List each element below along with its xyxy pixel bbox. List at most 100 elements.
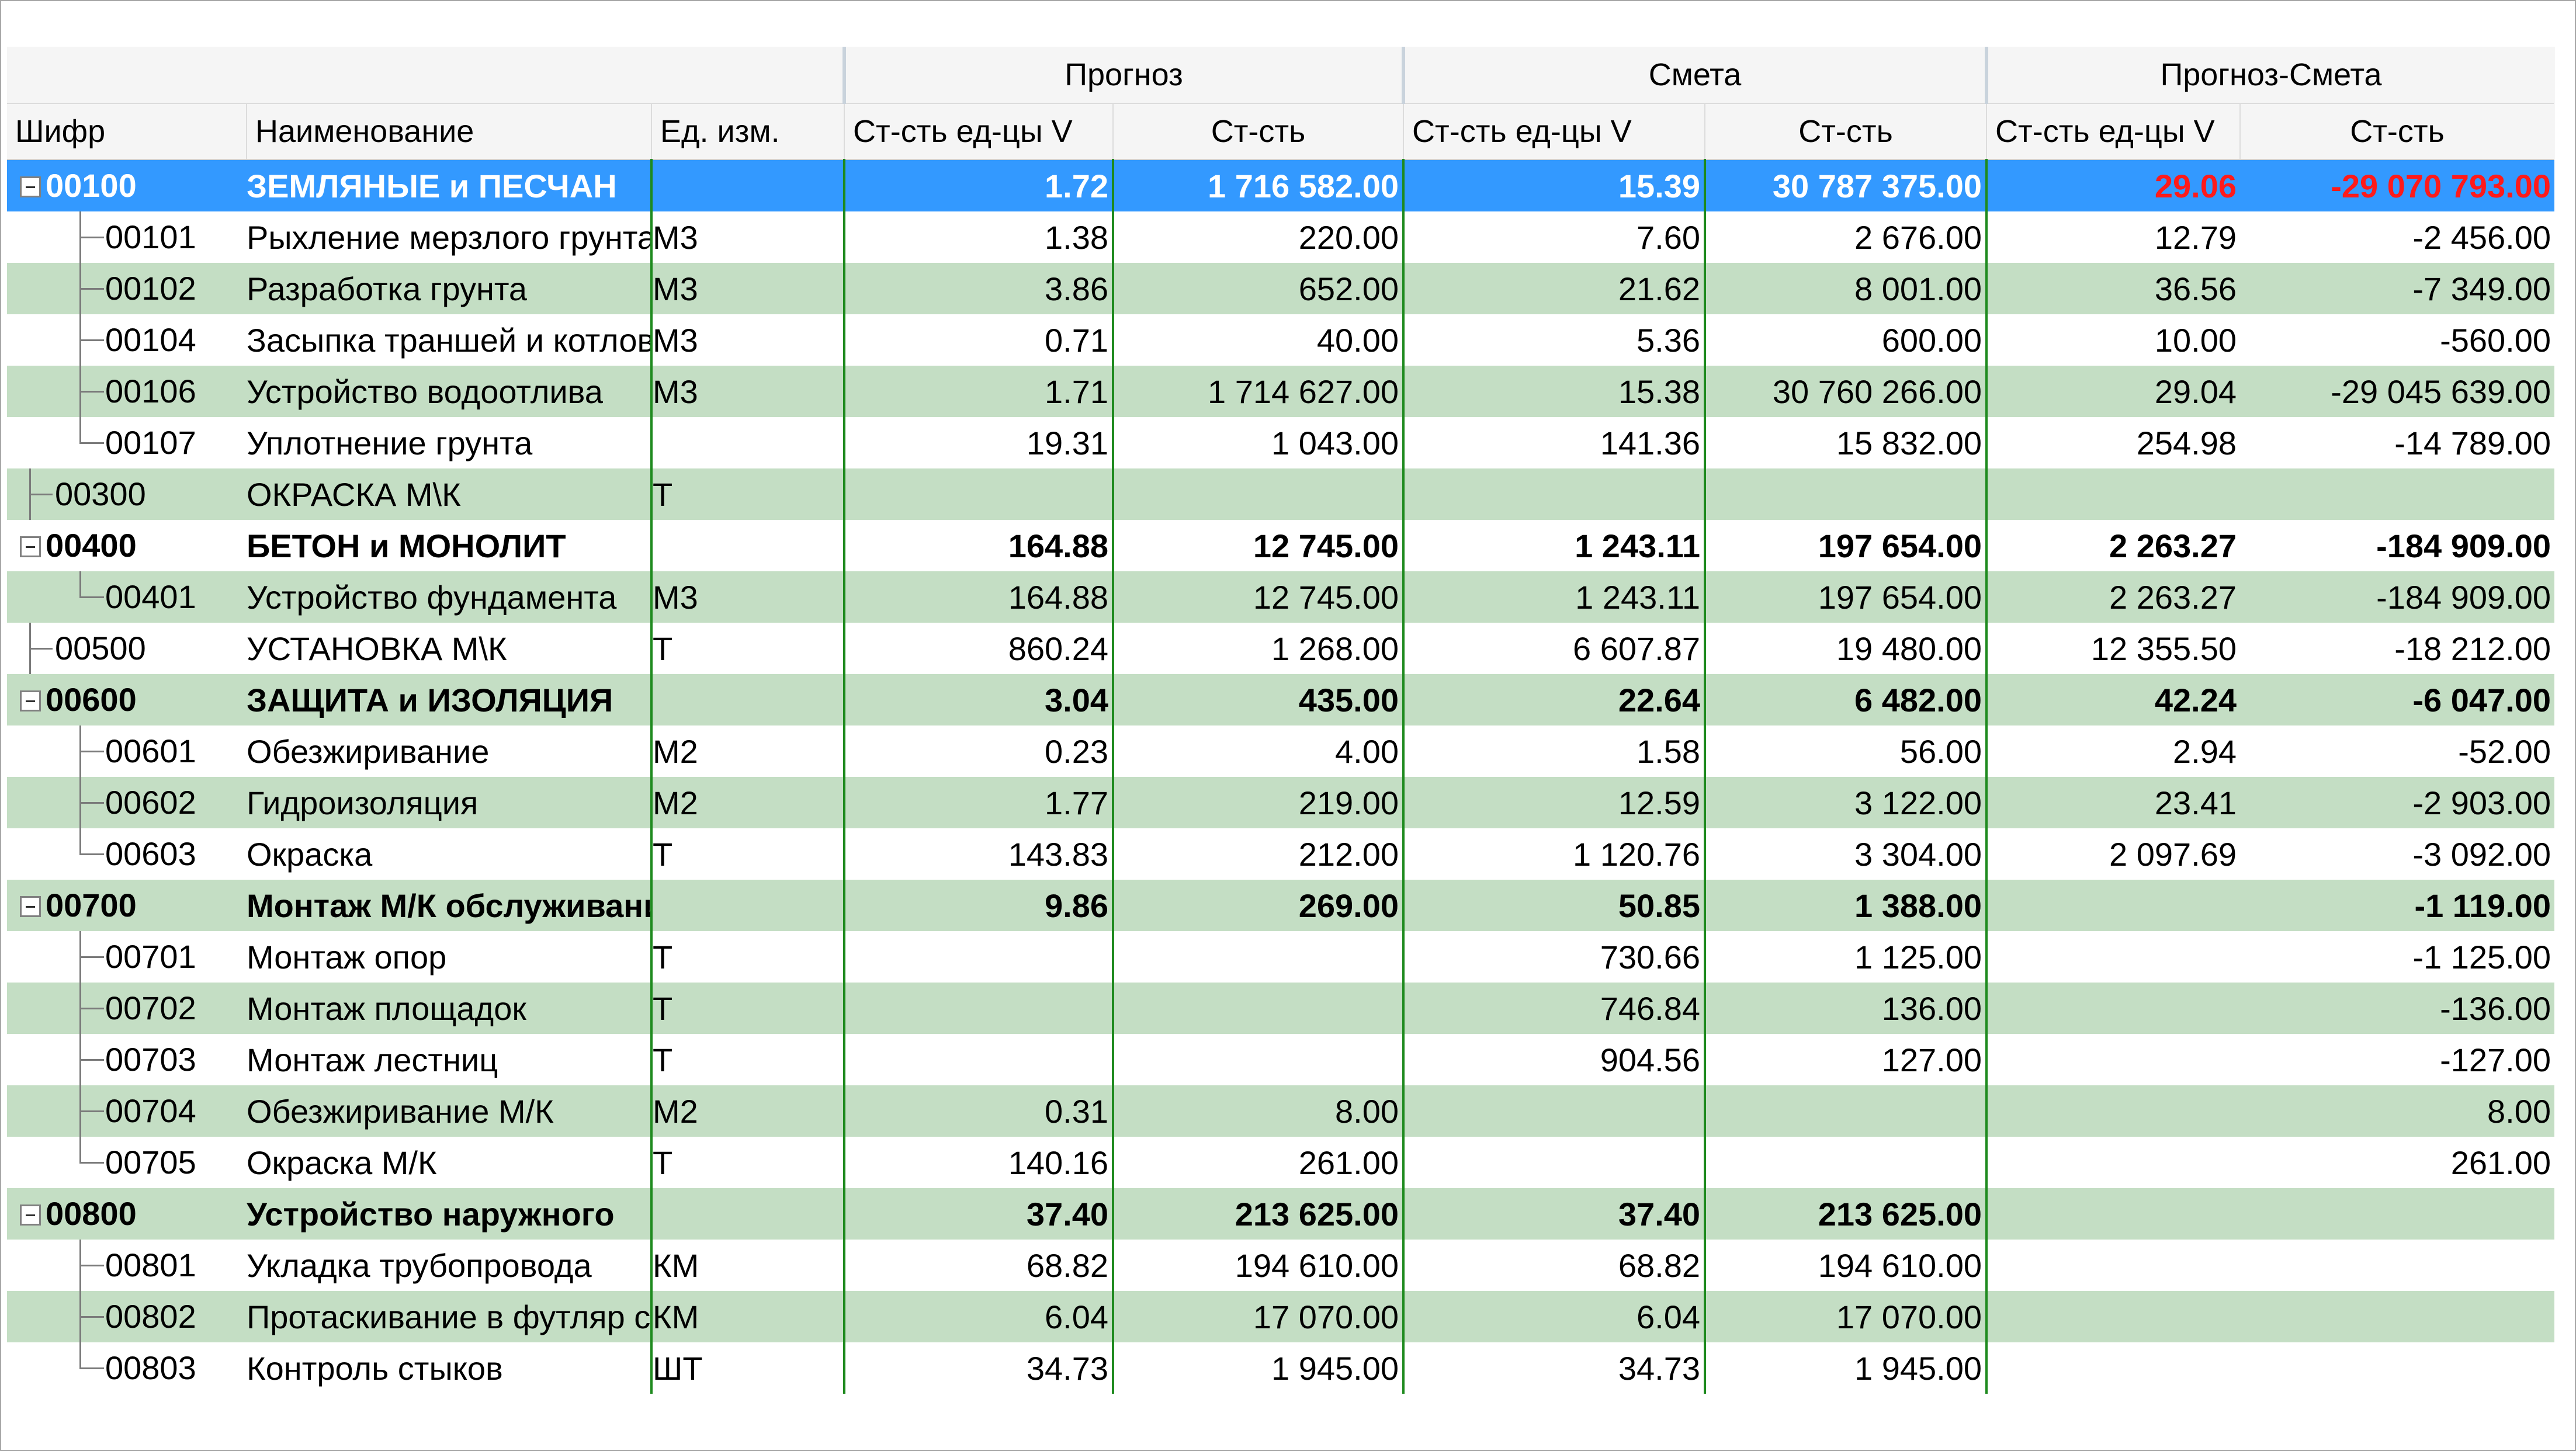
diff-cost-cell[interactable]: -136.00 [2240, 983, 2554, 1034]
unit-cell[interactable] [650, 1188, 845, 1240]
diff-cost-cell[interactable]: -127.00 [2440, 1041, 2551, 1078]
unit-cell[interactable]: М3 [650, 263, 845, 314]
name-cell[interactable]: Разработка грунта [247, 263, 651, 314]
name-cell[interactable]: Монтаж площадок [247, 983, 651, 1034]
collapse-icon[interactable] [20, 690, 41, 711]
forecast-unit-cost-cell[interactable]: 1.38 [844, 211, 1114, 263]
diff-cost-cell[interactable]: -184 909.00 [2376, 527, 2551, 564]
estimate-cost-cell[interactable]: 6 482.00 [1705, 674, 1988, 726]
estimate-unit-cost-cell[interactable]: 22.64 [1403, 674, 1706, 726]
code-cell[interactable]: 00701 [7, 931, 247, 983]
estimate-unit-cost-cell[interactable]: 1 243.11 [1403, 571, 1706, 623]
code-cell[interactable]: 00803 [7, 1342, 247, 1394]
unit-cell[interactable]: М3 [650, 211, 845, 263]
name-cell[interactable]: Протаскивание в футляр скважины [247, 1291, 651, 1342]
diff-cost-cell[interactable]: -29 070 793.00 [2240, 159, 2554, 211]
code-cell[interactable]: 00106 [7, 366, 247, 417]
table-row[interactable]: 00500 УСТАНОВКА М\К Т 860.24 1 268.00 6 607.8… [7, 623, 2554, 674]
name-cell[interactable]: Рыхление мерзлого грунта [247, 211, 651, 263]
code-cell[interactable]: 00500 [7, 623, 247, 674]
code-cell[interactable]: 00600 [7, 674, 247, 726]
name-cell[interactable]: Гидроизоляция [247, 777, 651, 828]
code-cell[interactable]: 00704 [7, 1085, 247, 1137]
estimate-cost-cell[interactable]: 30 787 375.00 [1705, 159, 1988, 211]
code-cell[interactable]: 00702 [7, 983, 247, 1034]
unit-cell[interactable] [650, 417, 845, 468]
diff-cost-cell[interactable]: -2 456.00 [2412, 218, 2551, 256]
table-row[interactable]: 00400 БЕТОН и МОНОЛИТ 164.88 12 745.00 1 243… [7, 520, 2554, 571]
forecast-cost-cell[interactable]: 12 745.00 [1113, 571, 1405, 623]
forecast-unit-cost-cell[interactable]: 34.73 [844, 1342, 1114, 1394]
estimate-unit-cost-cell[interactable]: 1 120.76 [1403, 828, 1706, 880]
estimate-tree-grid[interactable]: Прогноз Смета Прогноз-Смета Шифр Наимено… [7, 47, 2554, 1396]
estimate-unit-cost-cell[interactable]: 6.04 [1403, 1291, 1706, 1342]
unit-cell[interactable] [650, 520, 845, 571]
estimate-unit-cost-cell[interactable]: 141.36 [1403, 417, 1706, 468]
forecast-cost-cell[interactable] [1113, 468, 1405, 520]
name-cell[interactable]: Засыпка траншей и котлованов [247, 314, 651, 366]
table-row[interactable]: 00601 Обезжиривание М2 0.23 4.00 1.58 56.00 2.9… [7, 726, 2554, 777]
col-header-diff-cost[interactable]: Ст-сть [2240, 103, 2554, 160]
col-header-code[interactable]: Шифр [7, 103, 247, 160]
unit-cell[interactable]: Т [650, 931, 845, 983]
forecast-cost-cell[interactable]: 194 610.00 [1113, 1240, 1405, 1291]
forecast-unit-cost-cell[interactable]: 1.72 [844, 159, 1114, 211]
code-cell[interactable]: 00100 [7, 159, 247, 211]
col-header-diff-unit-cost[interactable]: Ст-сть ед-цы V [1986, 103, 2241, 160]
unit-cell[interactable]: М3 [650, 314, 845, 366]
estimate-unit-cost-cell[interactable]: 746.84 [1403, 983, 1706, 1034]
diff-unit-cost-cell[interactable]: 2.94 [2173, 733, 2237, 770]
table-row[interactable]: 00100 ЗЕМЛЯНЫЕ и ПЕСЧАН 1.72 1 716 582.00 15… [7, 159, 2554, 211]
estimate-unit-cost-cell[interactable]: 15.39 [1403, 159, 1706, 211]
estimate-unit-cost-cell[interactable]: 50.85 [1403, 880, 1706, 931]
diff-cost-cell[interactable]: -14 789.00 [2394, 424, 2551, 461]
diff-unit-cost-cell[interactable] [1986, 880, 2240, 931]
estimate-cost-cell[interactable]: 194 610.00 [1705, 1240, 1988, 1291]
table-row[interactable]: 00600 ЗАЩИТА и ИЗОЛЯЦИЯ 3.04 435.00 22.64 6 4… [7, 674, 2554, 726]
diff-unit-cost-cell[interactable] [1986, 1291, 2240, 1342]
estimate-cost-cell[interactable]: 30 760 266.00 [1705, 366, 1988, 417]
estimate-cost-cell[interactable]: 19 480.00 [1705, 623, 1988, 674]
forecast-unit-cost-cell[interactable] [844, 931, 1114, 983]
name-cell[interactable]: Устройство наружного [247, 1188, 651, 1240]
diff-cost-cell[interactable]: -2 903.00 [2240, 777, 2554, 828]
diff-cost-cell[interactable]: 261.00 [2450, 1144, 2551, 1181]
forecast-cost-cell[interactable]: 219.00 [1113, 777, 1405, 828]
unit-cell[interactable]: Т [650, 623, 845, 674]
diff-unit-cost-cell[interactable]: 29.06 [1986, 159, 2240, 211]
forecast-cost-cell[interactable] [1113, 931, 1405, 983]
estimate-cost-cell[interactable]: 213 625.00 [1705, 1188, 1988, 1240]
diff-unit-cost-cell[interactable]: 42.24 [1986, 674, 2240, 726]
estimate-cost-cell[interactable]: 56.00 [1705, 726, 1988, 777]
diff-cost-cell[interactable] [2240, 1291, 2554, 1342]
table-row[interactable]: 00705 Окраска М/К Т 140.16 261.00 261.00 [7, 1137, 2554, 1188]
forecast-cost-cell[interactable]: 4.00 [1113, 726, 1405, 777]
diff-cost-cell[interactable] [2240, 1240, 2554, 1291]
diff-unit-cost-cell[interactable]: 29.04 [1986, 366, 2240, 417]
diff-unit-cost-cell[interactable] [1986, 1137, 2240, 1188]
unit-cell[interactable]: Т [650, 983, 845, 1034]
table-row[interactable]: 00106 Устройство водоотлива М3 1.71 1 714 62… [7, 366, 2554, 417]
estimate-cost-cell[interactable] [1705, 468, 1988, 520]
unit-cell[interactable]: Т [650, 468, 845, 520]
diff-unit-cost-cell[interactable]: 23.41 [1986, 777, 2240, 828]
estimate-unit-cost-cell[interactable]: 730.66 [1403, 931, 1706, 983]
estimate-unit-cost-cell[interactable]: 7.60 [1403, 211, 1706, 263]
forecast-cost-cell[interactable]: 8.00 [1113, 1085, 1405, 1137]
unit-cell[interactable] [650, 880, 845, 931]
name-cell[interactable]: УСТАНОВКА М\К [247, 623, 651, 674]
estimate-cost-cell[interactable]: 136.00 [1705, 983, 1988, 1034]
name-cell[interactable]: Монтаж лестниц [247, 1034, 651, 1085]
diff-unit-cost-cell[interactable] [1986, 1240, 2240, 1291]
forecast-cost-cell[interactable]: 212.00 [1113, 828, 1405, 880]
diff-unit-cost-cell[interactable] [1986, 1085, 2240, 1137]
table-row[interactable]: 00602 Гидроизоляция М2 1.77 219.00 12.59 3 122… [7, 777, 2554, 828]
name-cell[interactable]: Обезжиривание М/К [247, 1085, 651, 1137]
forecast-cost-cell[interactable]: 220.00 [1113, 211, 1405, 263]
estimate-cost-cell[interactable]: 3 122.00 [1705, 777, 1988, 828]
unit-cell[interactable]: М2 [650, 777, 845, 828]
estimate-unit-cost-cell[interactable]: 34.73 [1403, 1342, 1706, 1394]
estimate-unit-cost-cell[interactable]: 12.59 [1403, 777, 1706, 828]
forecast-unit-cost-cell[interactable]: 1.77 [844, 777, 1114, 828]
